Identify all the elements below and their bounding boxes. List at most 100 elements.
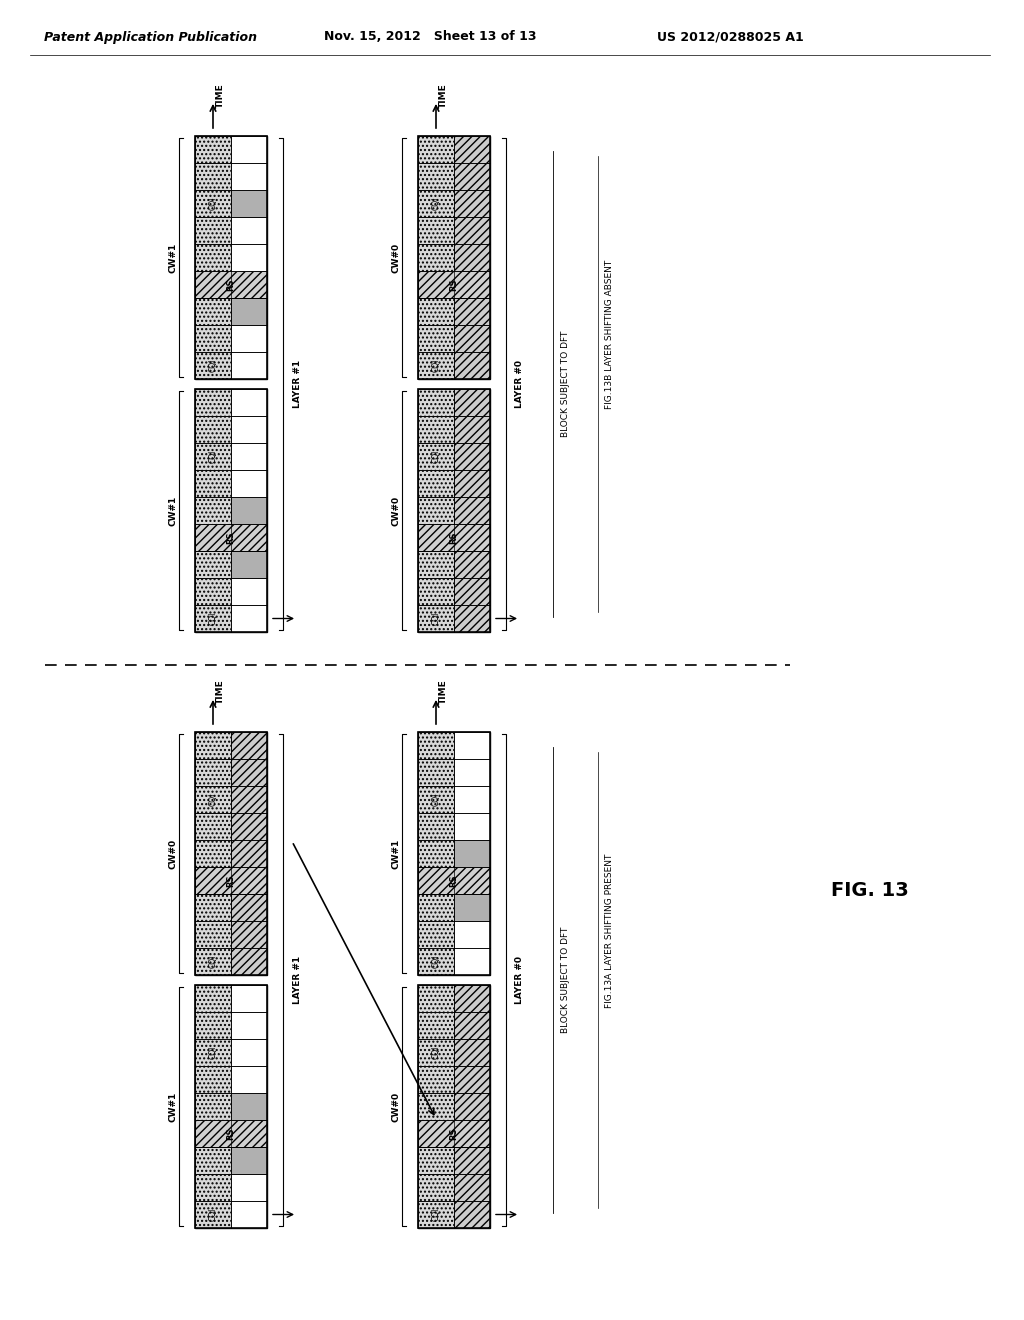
- Bar: [418, 1039, 454, 1067]
- Bar: [418, 470, 454, 498]
- Bar: [195, 298, 231, 325]
- Text: RS: RS: [226, 874, 236, 887]
- Bar: [195, 244, 231, 271]
- Bar: [418, 389, 490, 632]
- Bar: [418, 136, 490, 379]
- Bar: [195, 162, 231, 190]
- Bar: [195, 985, 267, 1228]
- Bar: [418, 921, 454, 948]
- Bar: [195, 136, 231, 162]
- Bar: [454, 733, 490, 759]
- Bar: [231, 416, 267, 444]
- Bar: [418, 271, 490, 298]
- Text: TIME: TIME: [216, 83, 225, 108]
- Bar: [231, 785, 267, 813]
- Text: CQI: CQI: [431, 1208, 440, 1221]
- Bar: [231, 813, 267, 840]
- Bar: [195, 470, 231, 498]
- Bar: [454, 444, 490, 470]
- Bar: [231, 985, 267, 1012]
- Text: BLOCK SUBJECT TO DFT: BLOCK SUBJECT TO DFT: [560, 331, 569, 437]
- Text: RS: RS: [450, 874, 459, 887]
- Bar: [195, 325, 231, 352]
- Bar: [418, 733, 490, 975]
- Bar: [418, 216, 454, 244]
- Bar: [195, 498, 231, 524]
- Bar: [195, 733, 231, 759]
- Text: FIG.13B LAYER SHIFTING ABSENT: FIG.13B LAYER SHIFTING ABSENT: [605, 260, 614, 409]
- Text: BLOCK SUBJECT TO DFT: BLOCK SUBJECT TO DFT: [560, 927, 569, 1034]
- Bar: [231, 605, 267, 632]
- Text: CQI: CQI: [431, 611, 440, 626]
- Bar: [454, 352, 490, 379]
- Bar: [195, 1147, 231, 1173]
- Bar: [231, 550, 267, 578]
- Text: RS: RS: [450, 531, 459, 544]
- Bar: [418, 733, 454, 759]
- Bar: [231, 1039, 267, 1067]
- Text: LAYER #0: LAYER #0: [515, 360, 524, 408]
- Text: CQI: CQI: [431, 359, 440, 372]
- Bar: [195, 524, 267, 550]
- Bar: [418, 136, 454, 162]
- Bar: [418, 136, 490, 379]
- Bar: [418, 416, 454, 444]
- Bar: [418, 985, 490, 1228]
- Bar: [195, 785, 231, 813]
- Text: US 2012/0288025 A1: US 2012/0288025 A1: [656, 30, 804, 44]
- Bar: [454, 605, 490, 632]
- Bar: [195, 389, 267, 632]
- Bar: [231, 244, 267, 271]
- Bar: [454, 1067, 490, 1093]
- Bar: [454, 1173, 490, 1201]
- Bar: [195, 605, 231, 632]
- Bar: [418, 1173, 454, 1201]
- Bar: [418, 578, 454, 605]
- Bar: [454, 785, 490, 813]
- Bar: [454, 1201, 490, 1228]
- Bar: [418, 894, 454, 921]
- Bar: [195, 985, 267, 1228]
- Text: CQI: CQI: [209, 359, 217, 372]
- Bar: [195, 733, 267, 975]
- Text: CQI: CQI: [431, 793, 440, 807]
- Bar: [418, 298, 454, 325]
- Bar: [418, 985, 490, 1228]
- Bar: [418, 948, 454, 975]
- Bar: [231, 1012, 267, 1039]
- Bar: [454, 1093, 490, 1119]
- Bar: [231, 1093, 267, 1119]
- Text: Patent Application Publication: Patent Application Publication: [43, 30, 256, 44]
- Bar: [454, 298, 490, 325]
- Bar: [195, 1039, 231, 1067]
- Bar: [231, 759, 267, 785]
- Bar: [195, 733, 267, 975]
- Text: LAYER #0: LAYER #0: [515, 956, 524, 1005]
- Text: CQI: CQI: [209, 450, 217, 463]
- Bar: [231, 948, 267, 975]
- Bar: [195, 416, 231, 444]
- Bar: [195, 813, 231, 840]
- Bar: [231, 733, 267, 759]
- Bar: [418, 867, 490, 894]
- Bar: [231, 498, 267, 524]
- Bar: [454, 948, 490, 975]
- Bar: [418, 389, 490, 632]
- Bar: [195, 894, 231, 921]
- Bar: [231, 298, 267, 325]
- Bar: [195, 216, 231, 244]
- Bar: [231, 216, 267, 244]
- Text: RS: RS: [450, 279, 459, 290]
- Text: TIME: TIME: [439, 680, 449, 705]
- Text: FIG. 13: FIG. 13: [831, 880, 909, 899]
- Bar: [454, 1012, 490, 1039]
- Text: CQI: CQI: [209, 611, 217, 626]
- Bar: [418, 498, 454, 524]
- Bar: [231, 190, 267, 216]
- Bar: [454, 389, 490, 416]
- Bar: [454, 216, 490, 244]
- Bar: [454, 190, 490, 216]
- Bar: [231, 352, 267, 379]
- Bar: [231, 921, 267, 948]
- Text: RS: RS: [226, 279, 236, 290]
